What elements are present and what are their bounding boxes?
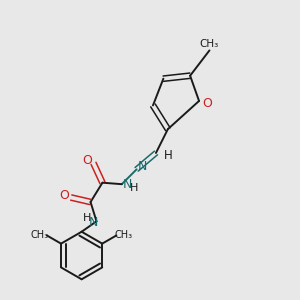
Text: N: N [122,178,132,191]
Text: N: N [137,160,147,173]
Text: H: H [83,213,91,223]
Text: CH₃: CH₃ [114,230,132,240]
Text: H: H [130,183,138,193]
Text: O: O [82,154,92,167]
Text: O: O [202,97,212,110]
Text: CH₃: CH₃ [200,39,219,49]
Text: CH₃: CH₃ [31,230,49,240]
Text: N: N [89,216,98,229]
Text: H: H [164,149,173,162]
Text: O: O [59,189,69,202]
